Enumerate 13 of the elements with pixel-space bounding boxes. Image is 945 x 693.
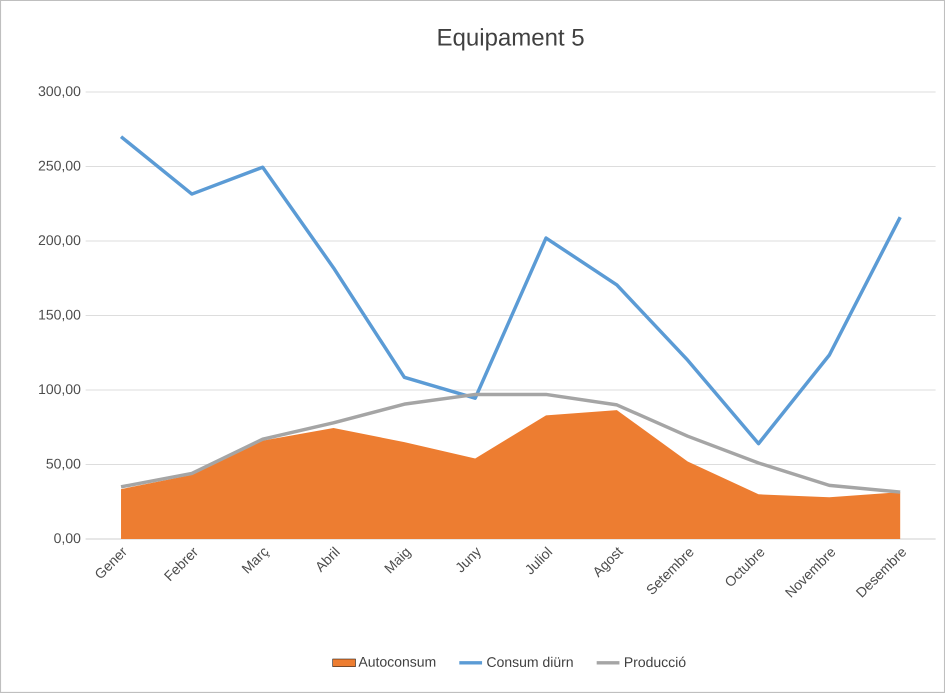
y-tick-label: 50,00 <box>46 458 80 470</box>
legend-label: Producció <box>624 656 686 668</box>
y-tick-label: 100,00 <box>39 384 80 396</box>
y-tick-label: 200,00 <box>38 235 80 247</box>
line-series <box>119 392 902 494</box>
y-tick-label: 300,00 <box>38 86 80 98</box>
y-tick-label: 250,00 <box>38 160 80 172</box>
y-tick-label: 0,00 <box>54 533 80 545</box>
y-tick-label: 150,00 <box>39 310 80 322</box>
legend-label: Consum diürn <box>487 656 573 668</box>
chart-title: Equipament 5 <box>438 28 584 50</box>
line-series <box>119 134 902 446</box>
legend-label: Autoconsum <box>358 657 436 667</box>
